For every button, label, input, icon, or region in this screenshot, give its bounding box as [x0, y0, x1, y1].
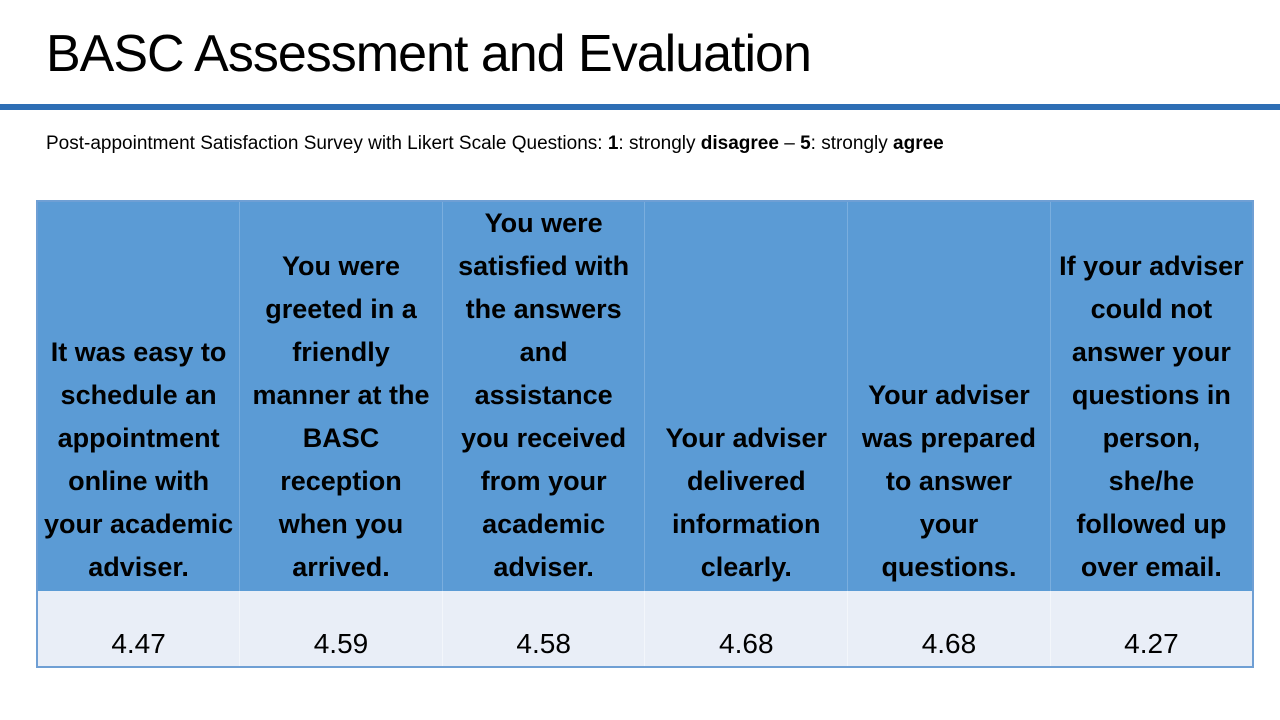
- survey-description: Post-appointment Satisfaction Survey wit…: [46, 133, 944, 155]
- scale-high-word: agree: [893, 133, 944, 154]
- score-row: 4.47 4.59 4.58 4.68 4.68 4.27: [37, 591, 1253, 667]
- score-cell-clarity: 4.68: [644, 591, 848, 667]
- score-cell-followup: 4.27: [1049, 591, 1253, 667]
- score-cell-satisfaction: 4.58: [441, 591, 645, 667]
- scale-low-text: : strongly: [618, 133, 701, 154]
- score-cell-greeting: 4.59: [239, 591, 443, 667]
- header-row: It was easy to schedule an appointment o…: [37, 201, 1253, 591]
- question-header-satisfaction: You were satisfied with the answers and …: [441, 201, 645, 591]
- scale-low-word: disagree: [700, 133, 779, 154]
- slide-title: BASC Assessment and Evaluation: [46, 25, 812, 83]
- scale-dash: –: [778, 133, 801, 154]
- scale-high-text: : strongly: [810, 133, 894, 154]
- scale-high-number: 5: [800, 133, 811, 154]
- score-cell-preparation: 4.68: [847, 591, 1051, 667]
- question-header-greeting: You were greeted in a friendly manner at…: [239, 201, 443, 591]
- question-header-followup: If your adviser could not answer your qu…: [1049, 201, 1253, 591]
- question-header-preparation: Your adviser was prepared to answer your…: [847, 201, 1051, 591]
- title-divider: [0, 104, 1280, 110]
- scale-low-number: 1: [607, 133, 619, 154]
- question-header-clarity: Your adviser delivered information clear…: [644, 201, 848, 591]
- subtitle-prefix: Post-appointment Satisfaction Survey wit…: [46, 133, 608, 154]
- question-header-schedule: It was easy to schedule an appointment o…: [37, 201, 240, 591]
- survey-results-table: It was easy to schedule an appointment o…: [36, 200, 1254, 668]
- score-cell-schedule: 4.47: [37, 591, 240, 667]
